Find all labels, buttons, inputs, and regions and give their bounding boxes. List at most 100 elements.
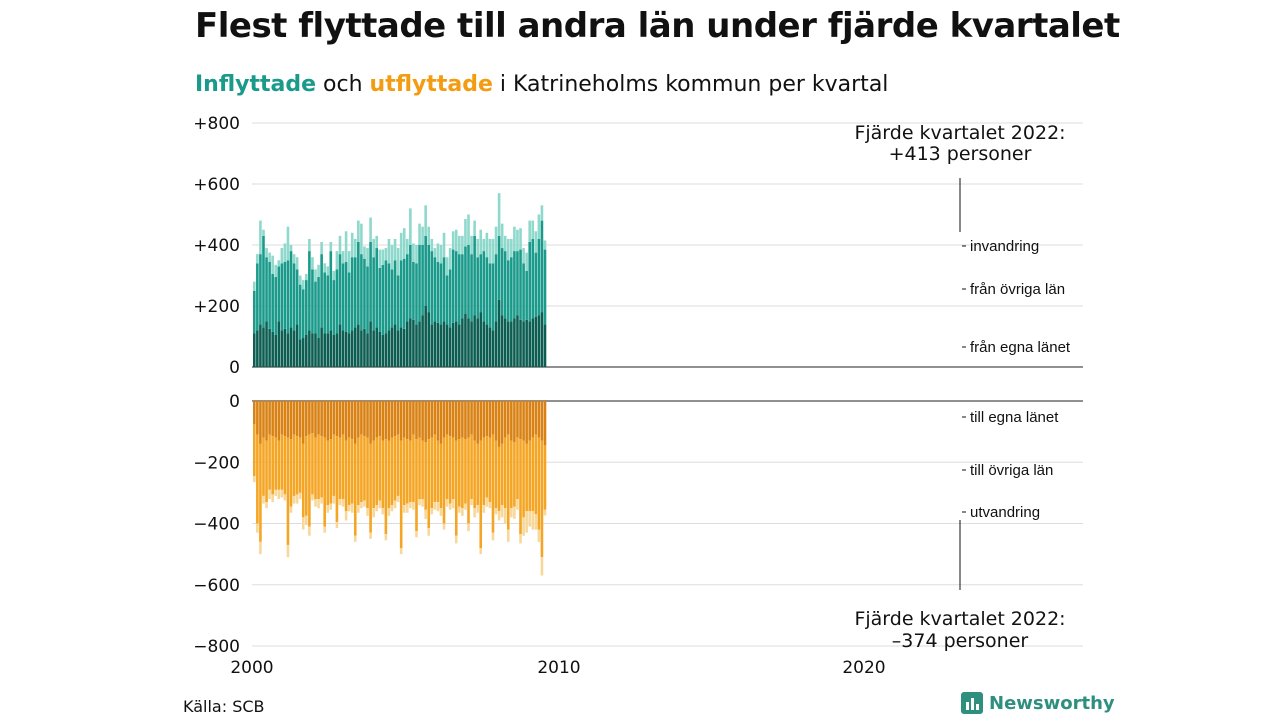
bar-bottom-2 [396, 495, 400, 503]
bar-top-0 [329, 330, 333, 367]
bar-top-2 [399, 232, 403, 261]
bar-bottom-1 [421, 440, 424, 499]
bar-top-2 [506, 238, 510, 261]
bar-bottom-1 [464, 439, 467, 504]
bar-top-1 [265, 257, 268, 322]
bar-bottom-2 [277, 489, 281, 499]
bar-top-0 [488, 327, 492, 367]
bar-chart-logo-icon [961, 692, 983, 714]
bar-top-2 [436, 243, 440, 262]
bar-top-2 [335, 251, 339, 270]
bar-top-1 [494, 254, 498, 322]
bar-bottom-0 [369, 401, 372, 444]
bar-top-2 [329, 241, 333, 252]
bar-bottom-1 [494, 440, 498, 509]
bar-bottom-1 [482, 437, 486, 506]
bar-bottom-0 [347, 401, 351, 438]
bar-bottom-2 [280, 489, 284, 498]
bar-top-0 [415, 324, 418, 367]
bar-bottom-1 [436, 440, 440, 503]
bar-bottom-1 [390, 437, 394, 506]
bar-top-1 [268, 261, 271, 329]
bar-bottom-1 [335, 436, 339, 522]
bar-top-0 [301, 338, 305, 367]
bar-top-1 [262, 235, 265, 328]
bar-top-2 [510, 238, 513, 258]
bar-top-1 [378, 267, 382, 332]
bar-bottom-0 [363, 401, 366, 437]
bar-top-2 [525, 252, 528, 271]
bar-top-2 [464, 219, 467, 247]
bar-top-2 [265, 248, 268, 258]
bar-bottom-2 [369, 532, 372, 539]
bar-bottom-2 [341, 499, 345, 507]
bar-bottom-2 [399, 548, 403, 555]
bar-top-2 [311, 257, 314, 270]
bar-bottom-2 [274, 489, 278, 496]
bar-bottom-2 [479, 548, 483, 555]
bar-top-1 [467, 245, 470, 319]
bar-bottom-0 [338, 401, 342, 438]
bar-bottom-2 [295, 494, 299, 504]
bar-top-2 [387, 238, 391, 264]
bar-bottom-1 [396, 434, 400, 496]
bar-bottom-2 [421, 499, 424, 507]
bar-top-1 [387, 263, 391, 331]
bar-bottom-1 [485, 436, 489, 498]
bar-bottom-2 [381, 508, 385, 515]
bar-top-0 [516, 315, 519, 367]
bar-bottom-0 [488, 401, 492, 438]
bar-top-1 [320, 254, 323, 328]
bar-top-2 [519, 228, 522, 250]
bar-top-0 [458, 324, 461, 367]
bar-bottom-2 [531, 511, 535, 530]
top-y-tick-label: +400 [193, 236, 240, 256]
bar-bottom-2 [256, 523, 259, 533]
bar-bottom-0 [406, 401, 409, 440]
bar-top-2 [323, 263, 326, 273]
bar-top-0 [451, 322, 455, 367]
bar-bottom-0 [525, 401, 528, 444]
bar-top-2 [522, 248, 525, 264]
bar-top-2 [366, 248, 369, 267]
bar-top-2 [286, 226, 290, 261]
bar-bottom-2 [476, 505, 479, 513]
bar-bottom-2 [308, 526, 311, 536]
bar-top-2 [473, 220, 476, 236]
bar-top-0 [305, 334, 308, 367]
bar-top-0 [461, 318, 464, 367]
bar-top-0 [412, 319, 415, 367]
bar-top-1 [503, 251, 507, 319]
bar-bottom-0 [360, 401, 363, 435]
bar-top-2 [396, 248, 400, 276]
bar-bottom-1 [454, 440, 458, 536]
bar-top-2 [347, 251, 351, 273]
bar-bottom-0 [494, 401, 498, 441]
bar-top-1 [510, 257, 513, 322]
bar-bottom-1 [458, 439, 461, 507]
bar-top-0 [372, 330, 375, 367]
bar-bottom-0 [476, 401, 479, 444]
bar-top-1 [409, 245, 412, 319]
bar-top-2 [393, 238, 397, 261]
bar-bottom-1 [476, 443, 479, 506]
bar-bottom-1 [274, 437, 278, 490]
bar-bottom-2 [253, 476, 256, 483]
bar-bottom-2 [357, 505, 360, 513]
bar-top-1 [372, 257, 375, 331]
bar-bottom-1 [497, 446, 501, 512]
bar-top-0 [442, 321, 446, 367]
bar-top-1 [396, 275, 400, 331]
bar-top-1 [308, 251, 311, 331]
bar-bottom-2 [461, 508, 464, 516]
bar-top-1 [424, 235, 427, 306]
bar-bottom-2 [375, 505, 378, 512]
bar-top-1 [259, 254, 262, 325]
subtitle-inflyttade: Inflyttade [195, 72, 317, 97]
bar-top-0 [308, 330, 311, 367]
bar-bottom-1 [506, 434, 510, 530]
subtitle-rest: i Katrineholms kommun per kvartal [492, 72, 889, 97]
bar-top-2 [256, 254, 259, 264]
bar-bottom-2 [311, 494, 314, 501]
bar-top-0 [350, 330, 354, 367]
